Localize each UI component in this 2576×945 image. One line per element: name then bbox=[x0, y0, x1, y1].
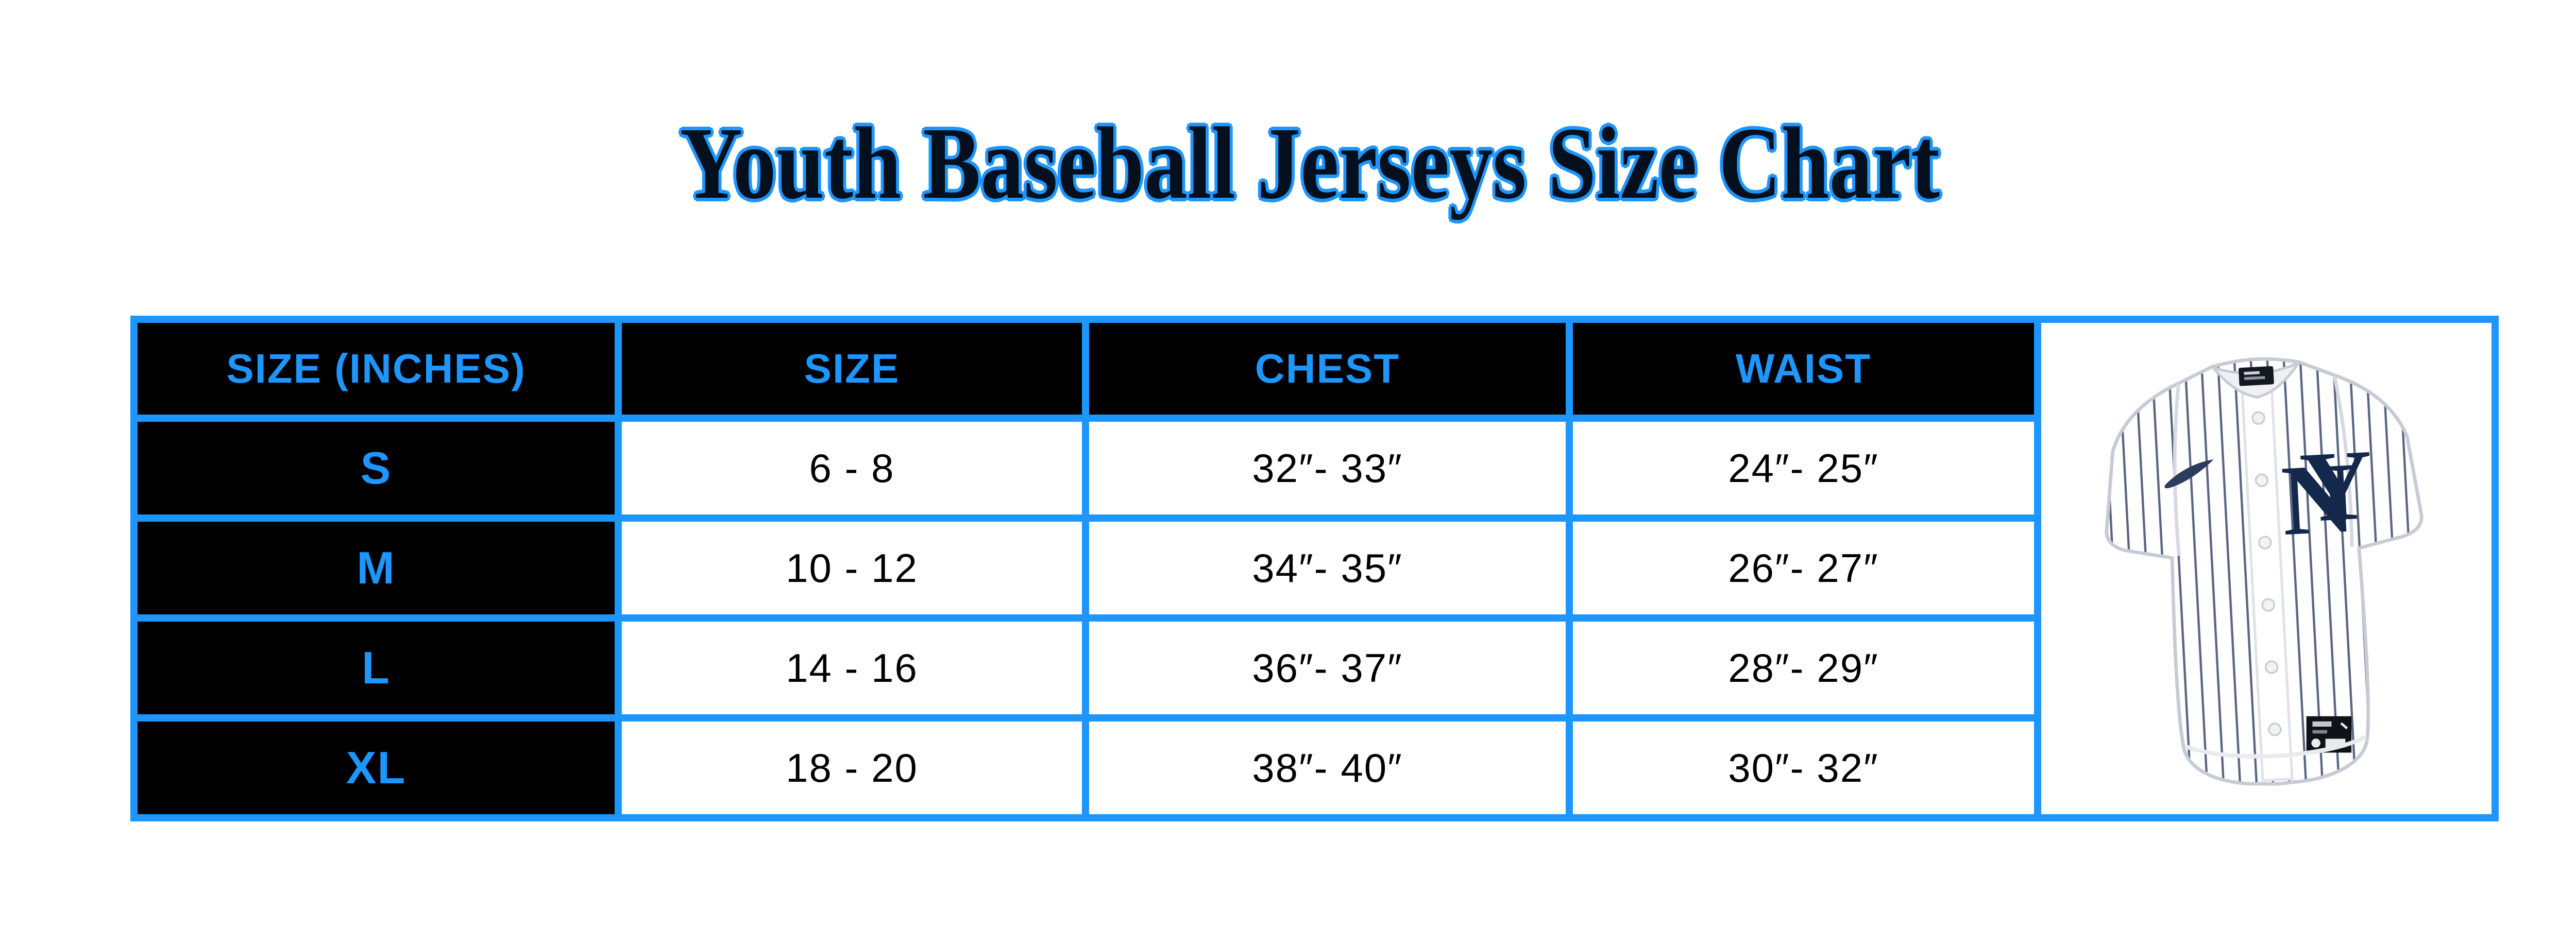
jersey-image-cell: N Y bbox=[2041, 323, 2492, 814]
row-xl-label: XL bbox=[138, 721, 615, 814]
row-xl-size: 18 - 20 bbox=[622, 721, 1082, 814]
row-xl-waist: 30″- 32″ bbox=[1573, 721, 2034, 814]
ny-logo-letter-n: N bbox=[2279, 442, 2358, 557]
header-waist: WAIST bbox=[1573, 323, 2034, 415]
row-s-waist: 24″- 25″ bbox=[1573, 422, 2034, 514]
row-m-chest: 34″- 35″ bbox=[1089, 522, 1566, 614]
size-chart-table: SIZE (INCHES) SIZE CHEST WAIST S 6 - 8 3… bbox=[130, 316, 2499, 821]
row-s-chest: 32″- 33″ bbox=[1089, 422, 1566, 514]
header-size-inches: SIZE (INCHES) bbox=[138, 323, 615, 415]
row-l-label: L bbox=[138, 622, 615, 714]
row-m-waist: 26″- 27″ bbox=[1573, 522, 2034, 614]
page-title-text: Youth Baseball Jerseys Size Chart bbox=[680, 107, 1940, 220]
row-l-size: 14 - 16 bbox=[622, 622, 1082, 714]
row-xl-chest: 38″- 40″ bbox=[1089, 721, 1566, 814]
row-s-size: 6 - 8 bbox=[622, 422, 1082, 514]
jersey-image: N Y bbox=[2105, 357, 2424, 786]
ny-logo-icon: N Y bbox=[2279, 429, 2376, 557]
right-sleeve-seam bbox=[2332, 375, 2354, 547]
pinstripe-jersey-group: N Y bbox=[2105, 357, 2424, 786]
header-size: SIZE bbox=[622, 323, 1082, 415]
row-s-label: S bbox=[138, 422, 615, 514]
hem-highlight bbox=[2184, 735, 2367, 759]
row-l-waist: 28″- 29″ bbox=[1573, 622, 2034, 714]
nike-swoosh-icon bbox=[2164, 459, 2214, 489]
header-chest: CHEST bbox=[1089, 323, 1566, 415]
page-title: Youth Baseball Jerseys Size Chart bbox=[0, 112, 2576, 215]
left-sleeve-seam bbox=[2173, 384, 2181, 556]
row-l-chest: 36″- 37″ bbox=[1089, 622, 1566, 714]
ny-logo-letter-y: Y bbox=[2297, 429, 2376, 544]
row-m-size: 10 - 12 bbox=[622, 522, 1082, 614]
buttons bbox=[2251, 411, 2282, 736]
neck-tag bbox=[2239, 366, 2274, 386]
row-m-label: M bbox=[138, 522, 615, 614]
